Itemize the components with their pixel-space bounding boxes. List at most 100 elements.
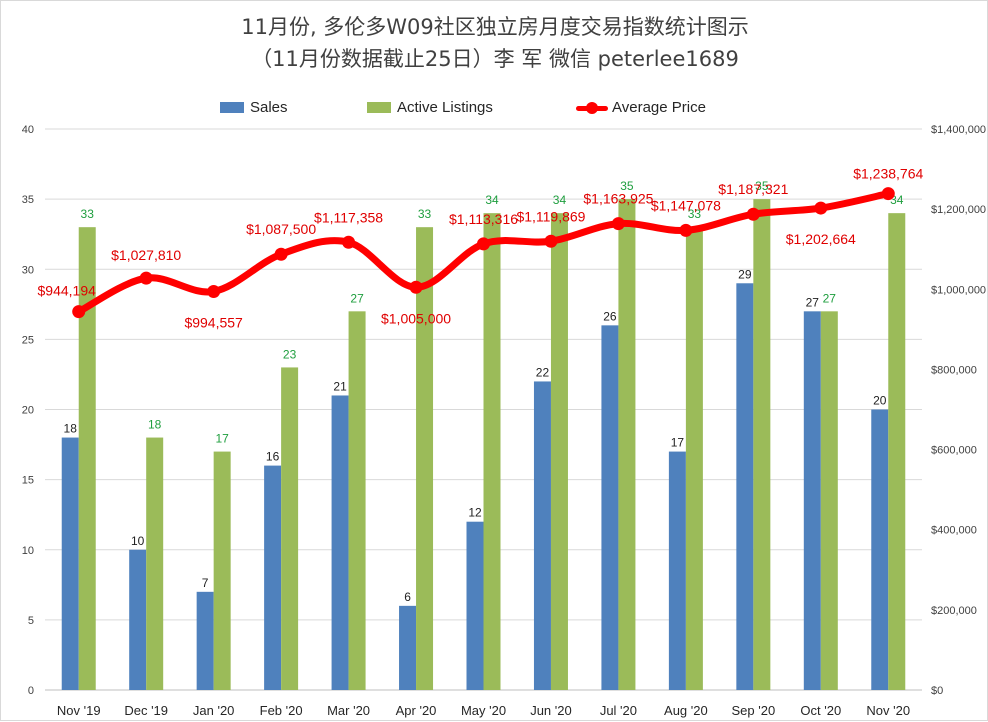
y-left-tick-label: 0 [28,685,34,697]
bar-active-listings [416,227,434,691]
y-right-tick-label: $1,000,000 [931,284,986,296]
x-tick-label: Jun '20 [530,703,572,718]
bar-active-listings [753,199,771,690]
marker-average-price [611,217,625,231]
data-label-active-listings: 23 [283,347,297,361]
bar-sales [871,409,889,690]
marker-average-price [274,247,288,261]
marker-average-price [814,201,828,215]
marker-average-price [746,207,760,221]
data-label-active-listings: 33 [418,207,432,221]
data-label-sales: 21 [333,379,347,393]
bar-active-listings [281,367,299,690]
bar-active-listings [618,199,636,690]
bar-sales [264,465,282,690]
bar-active-listings [820,311,838,690]
bar-active-listings [78,227,96,691]
marker-average-price [477,237,490,251]
y-right-tick-label: $600,000 [931,445,977,457]
x-tick-label: Oct '20 [800,703,841,718]
marker-average-price [342,235,356,249]
y-right-tick-label: $800,000 [931,364,977,376]
data-label-average-price: $1,119,869 [516,208,585,224]
data-label-sales: 10 [131,534,145,548]
data-label-average-price: $1,005,000 [381,310,451,326]
data-label-average-price: $1,163,925 [583,191,653,207]
bar-sales [196,591,214,690]
y-right-tick-label: $200,000 [931,605,977,617]
data-label-sales: 22 [536,365,550,379]
data-label-average-price: $1,202,664 [786,231,856,247]
data-label-active-listings: 17 [215,432,229,446]
bar-sales [803,311,821,690]
y-left-tick-label: 10 [22,545,34,557]
bar-sales [533,381,551,690]
marker-average-price [544,234,558,248]
data-label-average-price: $944,194 [38,283,97,299]
x-tick-label: Aug '20 [664,703,708,718]
y-left-tick-label: 15 [22,475,34,487]
data-label-sales: 12 [468,506,482,520]
data-label-sales: 27 [806,295,820,309]
data-label-average-price: $1,238,764 [853,166,923,182]
legend-item-active-listings: Active Listings [367,99,493,116]
data-label-average-price: $994,557 [184,314,243,330]
data-label-sales: 16 [266,450,280,464]
bar-sales [466,521,484,690]
legend-label-sales: Sales [250,99,288,116]
data-label-active-listings: 27 [350,291,364,305]
x-tick-label: Mar '20 [327,703,370,718]
data-label-active-listings: 18 [148,418,162,432]
y-right-tick-label: $1,400,000 [931,124,986,136]
bar-sales [331,395,349,690]
marker-average-price [409,280,423,294]
data-label-active-listings: 33 [688,207,702,221]
legend-label-average-price: Average Price [612,99,706,116]
y-left-tick-label: 25 [22,334,34,346]
x-tick-label: Feb '20 [260,703,303,718]
bar-active-listings [146,437,164,690]
y-left-tick-label: 20 [22,405,34,417]
bar-active-listings [213,451,231,690]
bar-active-listings [348,311,366,690]
data-label-sales: 18 [64,422,78,436]
y-right-tick-label: $400,000 [931,525,977,537]
data-label-active-listings: 34 [485,193,499,207]
x-tick-label: Jan '20 [193,703,235,718]
legend-swatch-sales [220,102,244,113]
data-label-active-listings: 35 [620,179,634,193]
marker-average-price [881,187,895,201]
data-label-sales: 29 [738,267,752,281]
y-right-tick-label: $1,200,000 [931,204,986,216]
x-tick-label: Nov '20 [866,703,910,718]
y-left-tick-label: 30 [22,264,34,276]
bar-sales [61,437,79,690]
x-tick-label: May '20 [461,703,506,718]
marker-average-price [72,305,86,319]
legend-item-sales: Sales [220,99,288,116]
data-label-average-price: $1,027,810 [111,247,181,263]
data-label-sales: 20 [873,394,887,408]
y-left-tick-label: 35 [22,194,34,206]
data-label-sales: 6 [404,590,411,604]
data-label-average-price: $1,113,316 [449,211,518,227]
marker-average-price [679,223,693,237]
x-tick-label: Apr '20 [396,703,437,718]
bar-active-listings [483,213,501,690]
bar-active-listings [550,213,568,690]
bar-active-listings [888,213,906,690]
data-label-average-price: $1,187,321 [718,181,788,197]
data-label-sales: 26 [603,309,617,323]
data-label-active-listings: 35 [755,179,769,193]
data-label-average-price: $1,087,500 [246,221,316,237]
data-label-active-listings: 27 [823,291,837,305]
data-label-sales: 7 [202,576,209,590]
data-label-active-listings: 33 [81,207,95,221]
data-label-average-price: $1,117,358 [314,209,383,225]
bar-sales [399,605,417,690]
bar-active-listings [685,227,703,691]
legend-label-active-listings: Active Listings [397,99,493,116]
legend-swatch-average-price [576,101,608,114]
